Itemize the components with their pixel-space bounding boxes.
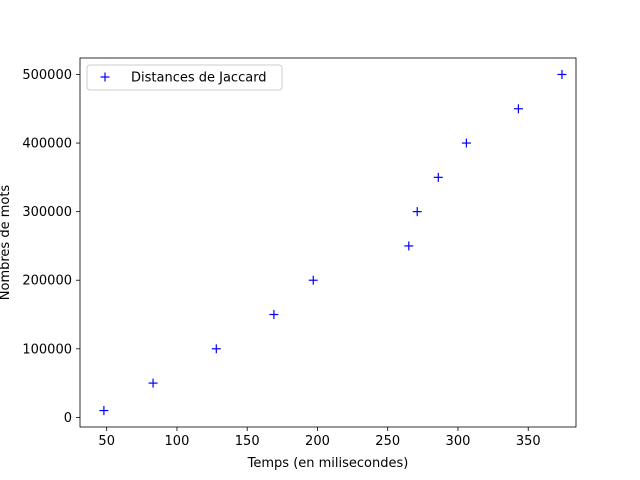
y-axis-label: Nombres de mots	[0, 185, 13, 301]
x-tick-label: 200	[305, 434, 330, 449]
x-tick-label: 50	[98, 434, 115, 449]
data-markers	[99, 69, 567, 416]
legend-box	[86, 64, 283, 91]
data-point	[308, 275, 318, 285]
x-tick-label: 250	[375, 434, 400, 449]
data-point	[557, 69, 567, 79]
x-tick-label: 300	[446, 434, 471, 449]
legend-plus-marker	[100, 72, 110, 82]
data-point	[513, 104, 523, 114]
x-tick-label: 350	[516, 434, 541, 449]
legend-marker	[100, 72, 110, 82]
x-axis-ticks: 50 100 150 200 250 300 350	[98, 427, 541, 449]
y-tick-label: 500000	[22, 68, 72, 83]
data-point	[99, 406, 109, 416]
y-tick-label: 100000	[22, 342, 72, 357]
y-tick-label: 200000	[22, 274, 72, 289]
x-axis-label: Temps (en milisecondes)	[247, 456, 409, 471]
data-point	[433, 172, 443, 182]
y-tick-label: 300000	[22, 205, 72, 220]
x-tick-label: 150	[235, 434, 260, 449]
data-point	[211, 344, 221, 354]
y-tick-label: 0	[64, 411, 72, 426]
data-point	[412, 207, 422, 217]
y-tick-label: 400000	[22, 137, 72, 152]
legend: Distances de Jaccard	[86, 64, 283, 91]
x-tick-label: 100	[165, 434, 190, 449]
data-point	[404, 241, 414, 251]
y-axis-ticks: 0 100000 200000 300000 400000 500000	[22, 68, 80, 426]
data-point	[269, 310, 279, 320]
legend-entry-label: Distances de Jaccard	[131, 71, 267, 86]
data-point	[461, 138, 471, 148]
data-point	[148, 378, 158, 388]
axes-frame	[79, 57, 577, 428]
